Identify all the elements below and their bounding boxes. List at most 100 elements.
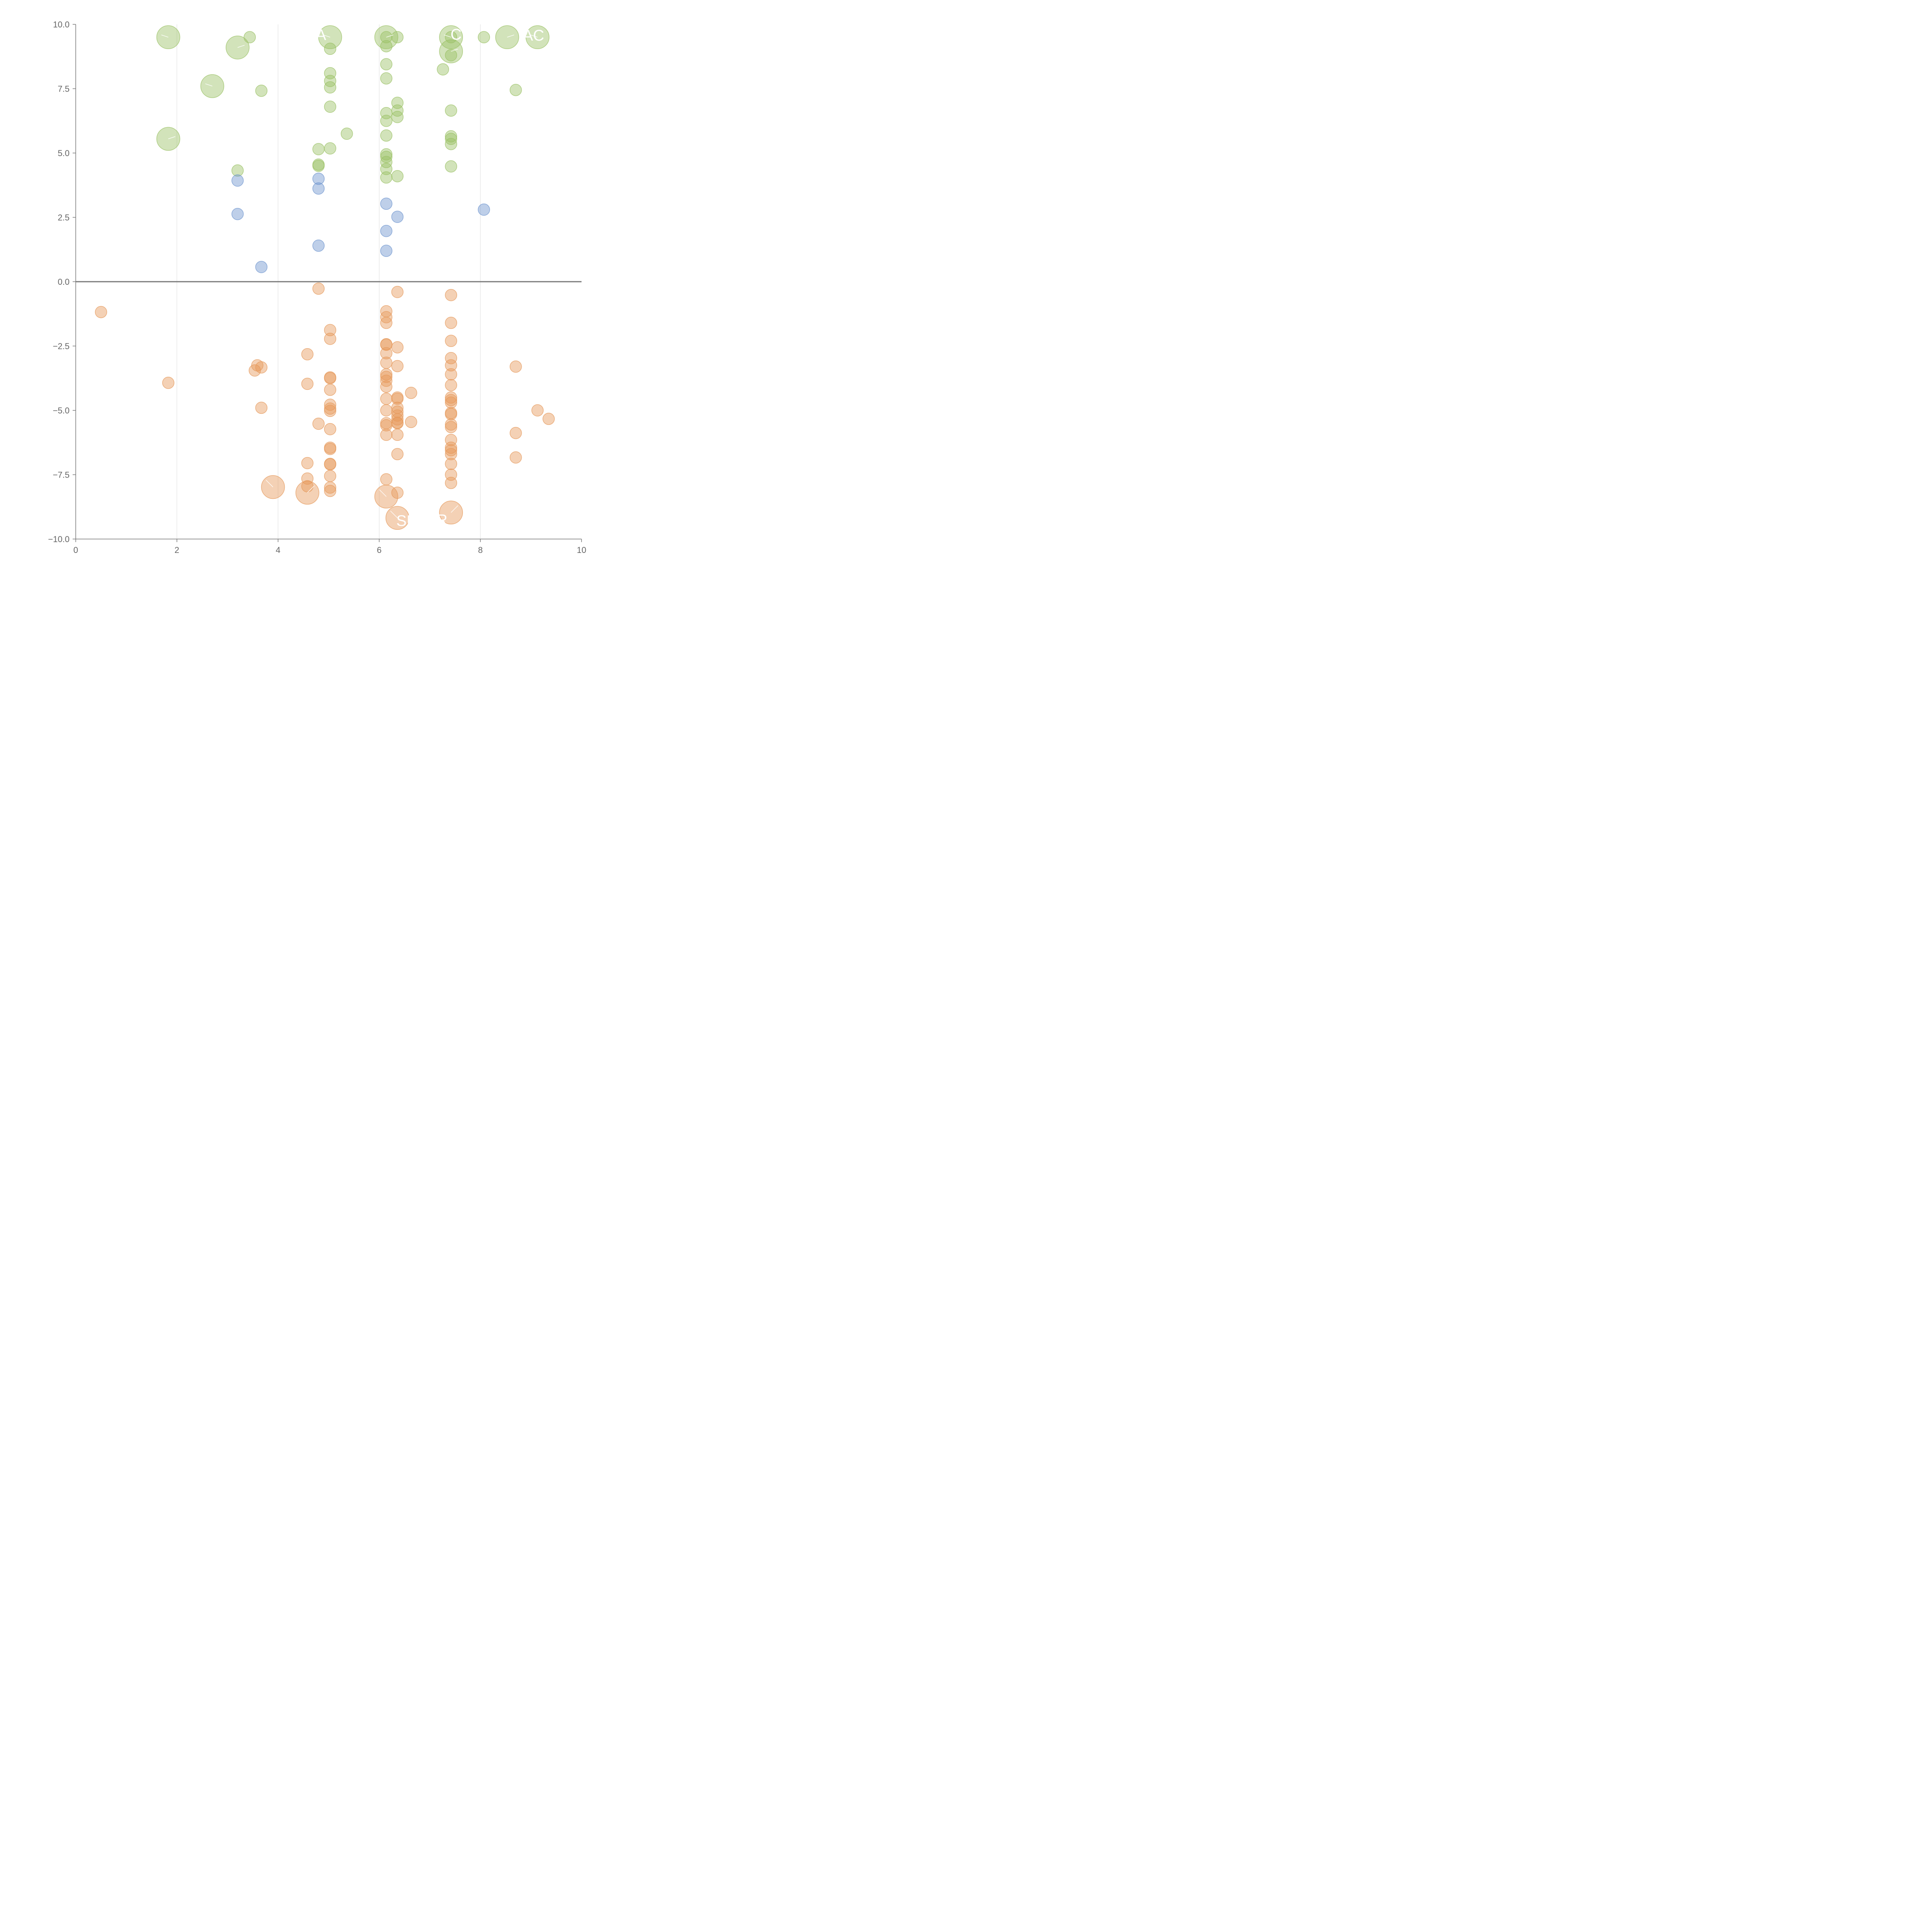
data-point-orange — [510, 451, 522, 464]
data-point-blue — [231, 174, 244, 187]
x-tick-label: 4 — [276, 545, 280, 555]
data-point-orange — [510, 361, 522, 373]
annotation-leader — [451, 505, 458, 513]
data-point-blue — [380, 245, 393, 257]
data-point-blue — [312, 182, 325, 195]
data-point-green — [380, 72, 393, 85]
data-point-green — [391, 170, 404, 182]
data-point-orange — [445, 352, 457, 364]
annotation-leader — [323, 34, 330, 38]
data-point-orange — [380, 371, 393, 383]
data-point-blue — [380, 197, 393, 210]
annotation-leader — [379, 489, 387, 497]
data-point-green — [391, 111, 404, 123]
annotation-leader — [451, 49, 458, 52]
data-point-orange — [391, 429, 404, 441]
data-point-orange — [391, 286, 404, 298]
data-point-green — [510, 84, 522, 96]
data-point-green — [380, 58, 393, 70]
data-point-orange — [391, 486, 404, 499]
data-point-orange — [324, 333, 337, 345]
y-tick-label: 0.0 — [58, 277, 70, 287]
data-point-orange — [380, 380, 393, 393]
data-point-orange — [324, 443, 337, 455]
annotation-leader — [168, 136, 175, 139]
annotation-label: A — [316, 27, 327, 44]
x-tick-label: 2 — [175, 545, 179, 555]
data-point-green — [312, 160, 325, 172]
data-point-green — [437, 63, 449, 76]
data-point-orange — [445, 444, 457, 456]
data-point-green — [324, 43, 337, 55]
data-point-orange — [95, 306, 107, 318]
y-tick-label: −10.0 — [48, 534, 70, 544]
data-point-orange — [380, 316, 393, 329]
data-point-orange — [405, 386, 417, 399]
x-tick-label: 6 — [377, 545, 381, 555]
data-point-orange — [445, 335, 457, 347]
data-point-orange — [248, 364, 261, 377]
data-point-green — [380, 40, 393, 53]
data-point-orange — [445, 408, 457, 420]
data-point-orange — [445, 457, 457, 470]
data-point-blue — [380, 225, 393, 237]
annotation-leader — [307, 485, 315, 493]
data-point-orange — [380, 473, 393, 486]
x-tick-label: 10 — [577, 545, 586, 555]
annotation-leader — [265, 480, 274, 487]
data-point-orange — [162, 376, 175, 389]
data-point-green — [380, 151, 393, 163]
data-point-orange — [405, 416, 417, 428]
data-point-orange — [445, 396, 457, 409]
data-point-green — [231, 164, 244, 177]
x-tick-label: 8 — [478, 545, 483, 555]
data-point-orange — [445, 448, 457, 460]
data-point-orange — [445, 441, 457, 454]
data-point-orange — [324, 481, 337, 494]
data-point-orange — [324, 372, 337, 384]
data-point-green — [478, 31, 490, 44]
data-point-blue — [231, 208, 244, 220]
data-point-green — [445, 133, 457, 145]
annotation-leaders — [161, 34, 538, 518]
data-point-green — [380, 163, 393, 175]
data-point-orange — [380, 393, 393, 405]
data-points — [95, 25, 555, 530]
annotation-label: C — [451, 26, 462, 43]
annotation-leader — [444, 34, 451, 38]
data-point-green — [324, 142, 337, 155]
data-point-orange — [301, 480, 314, 493]
data-point-orange — [324, 423, 337, 435]
data-point-orange — [445, 394, 457, 406]
data-point-orange — [324, 383, 337, 396]
data-point-orange — [391, 341, 404, 354]
data-point-orange — [543, 413, 555, 425]
data-point-orange — [445, 421, 457, 434]
data-point-blue — [391, 211, 404, 223]
data-point-orange — [324, 398, 337, 411]
data-point-green — [445, 138, 457, 150]
annotation-leader — [507, 34, 514, 38]
data-point-orange — [255, 401, 268, 414]
data-point-orange — [510, 427, 522, 439]
data-point-orange — [324, 324, 337, 336]
data-point-blue — [312, 240, 325, 252]
y-tick-label: −7.5 — [53, 470, 70, 480]
annotation-leader — [530, 34, 538, 38]
y-tick-label: 10.0 — [53, 20, 70, 29]
data-point-orange — [324, 470, 337, 482]
data-point-orange — [301, 348, 314, 361]
data-point-orange — [531, 404, 544, 417]
data-point-green — [445, 49, 457, 61]
data-point-orange — [380, 368, 393, 381]
data-point-orange — [391, 360, 404, 372]
annotation-label: SH — [396, 512, 418, 529]
annotation-leader — [390, 510, 398, 518]
data-point-green — [445, 104, 457, 117]
data-point-orange — [380, 404, 393, 417]
annotation-label: R — [436, 512, 447, 529]
data-point-green — [324, 75, 337, 87]
data-point-orange — [380, 357, 393, 369]
data-point-orange — [445, 477, 457, 489]
